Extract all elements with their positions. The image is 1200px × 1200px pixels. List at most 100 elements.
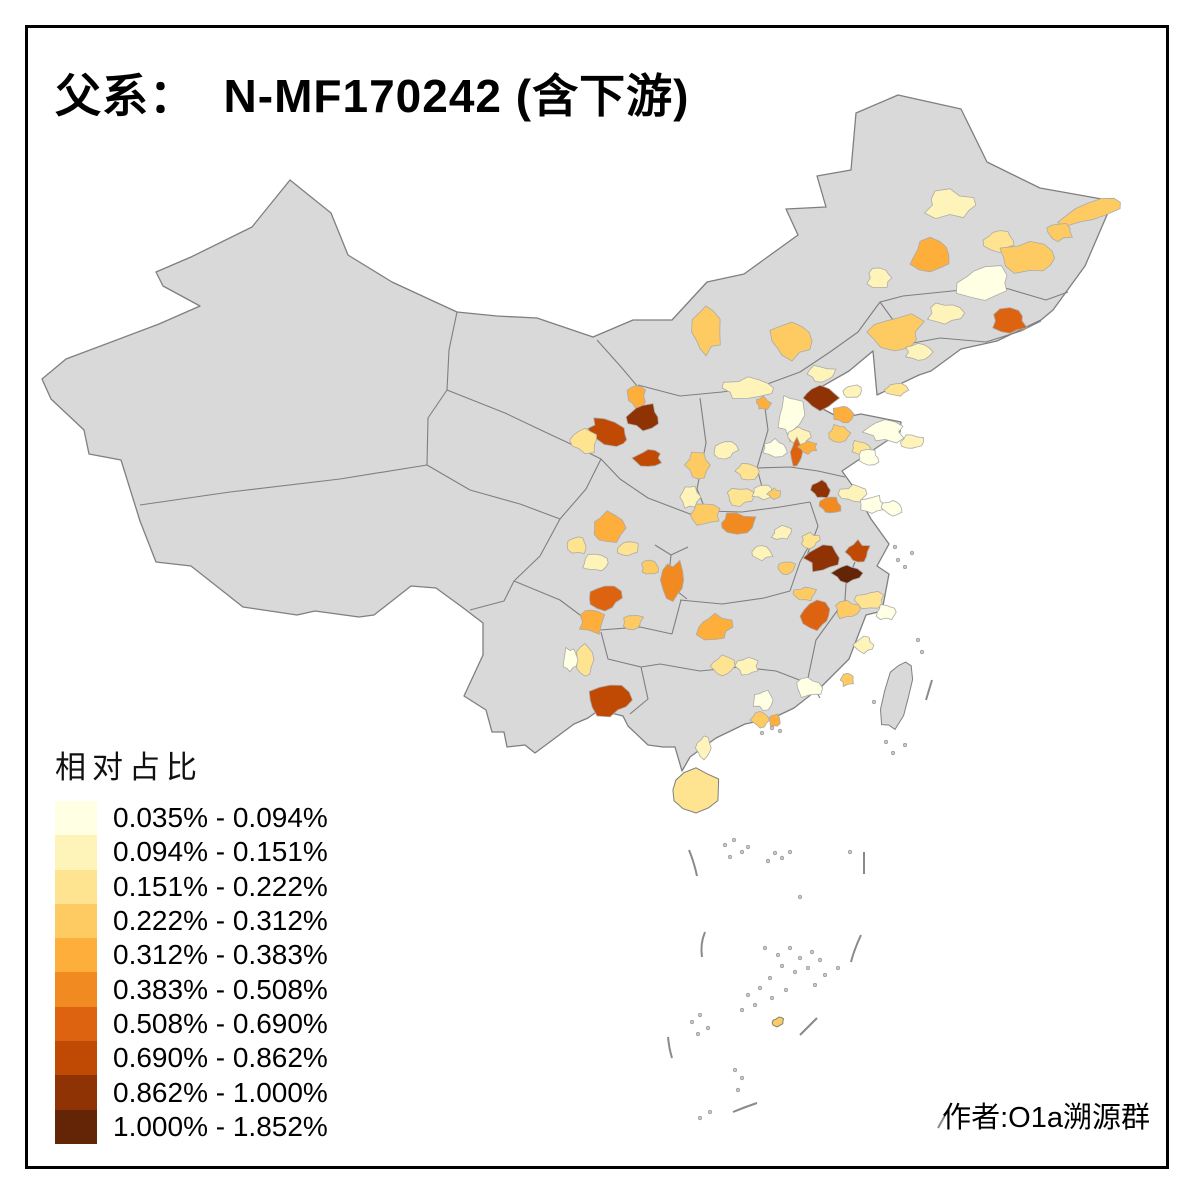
dash-segment — [667, 1036, 673, 1059]
island-dot — [919, 649, 925, 655]
island-dot — [835, 965, 841, 971]
legend-label: 0.862% - 1.000% — [113, 1076, 328, 1108]
island-dot — [772, 850, 778, 856]
prefecture-patch — [749, 710, 770, 729]
prefecture-patch — [900, 434, 924, 449]
island-dot — [732, 1067, 738, 1073]
prefecture-patch — [589, 585, 623, 612]
figure-title: 父系： N-MF170242 (含下游) — [55, 70, 690, 122]
legend-swatch — [55, 835, 97, 870]
legend-row: 0.383% - 0.508% — [55, 972, 328, 1007]
prefecture-patch — [909, 236, 950, 273]
prefecture-patch — [926, 302, 966, 325]
prefecture-patch — [842, 384, 862, 398]
island-dot — [765, 858, 771, 864]
legend-row: 0.508% - 0.690% — [55, 1006, 328, 1042]
island-dot — [787, 945, 793, 951]
legend-swatch — [55, 1006, 97, 1042]
dash-segment — [799, 1017, 818, 1036]
hainan-island — [672, 767, 720, 814]
prefecture-patch — [562, 646, 579, 673]
island-dot — [847, 849, 853, 855]
province-borders — [139, 286, 1069, 715]
legend-row: 0.862% - 1.000% — [55, 1075, 328, 1110]
prefecture-patch — [992, 307, 1028, 334]
legend-swatch — [55, 938, 97, 973]
island-dot — [735, 1087, 741, 1093]
island-dot — [731, 837, 737, 843]
prefecture-patch — [799, 599, 831, 632]
island-dot — [775, 952, 781, 958]
prefecture-patch — [721, 376, 774, 400]
legend-swatch — [55, 1075, 97, 1110]
prefecture-patch — [751, 484, 773, 501]
legend-swatch — [55, 972, 97, 1007]
island-dot — [809, 949, 815, 955]
small-island-dots — [689, 544, 925, 1121]
prefecture-patch — [839, 672, 854, 688]
prefecture-patch — [659, 559, 685, 603]
island-dot — [783, 987, 789, 993]
prefecture-patch — [835, 599, 861, 620]
legend-label: 0.222% - 0.312% — [113, 905, 328, 937]
prefecture-patch — [852, 635, 875, 655]
prefecture-patch — [734, 656, 759, 676]
prefecture-patch — [818, 496, 842, 514]
island-dot — [762, 945, 768, 951]
prefecture-patch — [955, 265, 1008, 301]
prefecture-patch — [734, 462, 760, 481]
dash-segment — [688, 849, 698, 877]
prefecture-patch — [566, 536, 587, 554]
island-dot — [697, 1115, 703, 1121]
legend-row: 0.151% - 0.222% — [55, 869, 328, 904]
prefecture-patch — [789, 436, 804, 467]
prefecture-patch — [762, 437, 788, 458]
prefecture-patch — [713, 441, 740, 460]
island-dot — [895, 557, 901, 563]
legend-label: 0.508% - 0.690% — [113, 1007, 328, 1039]
legend-row: 0.312% - 0.383% — [55, 938, 328, 973]
prefecture-patch — [752, 689, 774, 711]
prefecture-patch — [858, 448, 880, 466]
island-dot — [892, 544, 898, 550]
prefecture-patch — [800, 531, 821, 550]
prefecture-patch — [587, 417, 628, 447]
prefecture-patch — [683, 451, 711, 480]
prefecture-patch — [569, 427, 598, 455]
island-shapes — [672, 661, 914, 1028]
prefecture-patch — [641, 559, 659, 575]
island-dot — [745, 992, 751, 998]
prefecture-patch — [726, 487, 755, 507]
dash-segment — [937, 1109, 949, 1129]
legend-label: 0.690% - 0.862% — [113, 1042, 328, 1074]
legend-swatch — [55, 801, 97, 836]
prefecture-patch — [1046, 222, 1073, 243]
legend-swatch — [55, 1041, 97, 1076]
prefecture-patch — [766, 487, 781, 500]
prefecture-patch — [588, 684, 633, 718]
island-dot — [739, 1075, 745, 1081]
island-dot — [792, 969, 798, 975]
prefecture-patch — [625, 403, 659, 432]
island-dot — [812, 982, 818, 988]
island-dot — [787, 849, 793, 855]
island-dot — [909, 550, 915, 556]
island-dot — [871, 699, 877, 705]
prefecture-patch — [859, 494, 888, 514]
island-dot — [769, 725, 775, 731]
prefecture-patch — [721, 512, 757, 535]
island-dot — [759, 730, 765, 736]
prefecture-patch — [880, 500, 903, 517]
prefecture-patches — [562, 188, 1121, 761]
legend-swatch — [55, 903, 97, 939]
legend-label: 0.151% - 0.222% — [113, 870, 328, 902]
island-dot — [769, 995, 775, 1001]
prefecture-patch — [802, 384, 841, 412]
island-dot — [797, 894, 803, 900]
legend-label: 1.000% - 1.852% — [113, 1110, 328, 1142]
legend-label: 0.094% - 0.151% — [113, 836, 328, 868]
prefecture-patch — [769, 321, 813, 362]
prefecture-patch — [828, 423, 852, 443]
prefecture-patch — [999, 240, 1056, 274]
